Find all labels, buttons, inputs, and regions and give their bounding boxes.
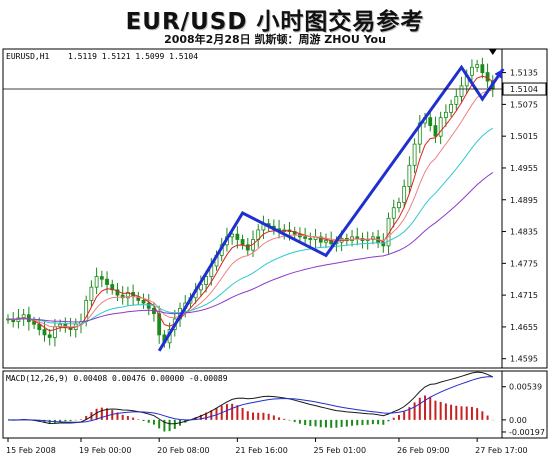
candle-body: [32, 321, 36, 325]
macd-axis: [501, 370, 548, 439]
candle-body: [110, 284, 115, 291]
instrument-label: EURUSD,H1: [6, 52, 50, 61]
candle-body: [412, 143, 417, 166]
candle-body: [470, 66, 474, 76]
macd-layer: 0.00539 0.00 -0.00197: [7, 371, 545, 437]
page-title: EUR/USD 小时图交易参考: [125, 9, 425, 35]
moving-average-line: [7, 90, 493, 328]
price-tick-label: 1.5075: [510, 100, 538, 109]
price-tick-label: 1.4655: [510, 323, 538, 332]
candle-body: [433, 125, 438, 137]
candle-body: [245, 244, 250, 251]
candle-body: [47, 334, 52, 338]
candle-body: [58, 323, 63, 328]
candle-body: [37, 323, 42, 330]
candle-body: [475, 64, 480, 68]
candle-body: [53, 326, 57, 338]
candle-body: [397, 202, 401, 209]
ohlc-readout: 1.5119 1.5121 1.5099 1.5104: [68, 52, 198, 61]
time-axis-ticks: 15 Feb 2008 19 Feb 00:00 20 Feb 08:00 21 Fe…: [6, 438, 528, 455]
price-axis: [501, 48, 548, 369]
candle-body: [125, 292, 130, 299]
current-price-marker: 1.5104: [3, 49, 547, 96]
time-tick-label: 27 Feb 17:00: [475, 446, 527, 455]
candle-body: [318, 236, 323, 243]
candle-body: [449, 103, 453, 113]
candle-body: [443, 111, 448, 119]
shift-marker-icon: [488, 49, 497, 55]
macd-tick-label: 0.00539: [509, 383, 542, 392]
macd-label: MACD(12,26,9) 0.00408 0.00476 0.00000 -0…: [6, 374, 228, 383]
time-tick-label: 25 Feb 01:00: [314, 446, 366, 455]
candle-body: [428, 117, 433, 126]
moving-averages-layer: [7, 75, 494, 332]
price-tick-label: 1.4715: [510, 291, 538, 300]
candle-body: [42, 329, 47, 336]
candle-body: [407, 164, 412, 187]
candle-body: [115, 289, 120, 296]
candle-body: [454, 96, 459, 105]
candle-body: [459, 85, 464, 97]
candle-body: [391, 207, 396, 219]
moving-average-line: [7, 75, 494, 332]
candle-body: [146, 302, 151, 309]
trend-arrow-head: [494, 68, 504, 79]
trend-drawing-layer: [157, 64, 505, 352]
candle-body: [26, 314, 31, 323]
price-tick-label: 1.5135: [510, 69, 538, 78]
current-price-label: 1.5104: [510, 85, 538, 94]
candle-body: [308, 238, 313, 240]
price-tick-label: 1.4955: [510, 164, 538, 173]
moving-average-line: [7, 172, 494, 323]
time-tick-label: 21 Feb 16:00: [235, 446, 287, 455]
price-panel: [2, 48, 503, 369]
candle-body: [480, 64, 485, 73]
price-tick-label: 1.5015: [510, 132, 538, 141]
candle-body: [204, 276, 208, 285]
candle-body: [324, 240, 328, 243]
candle-body: [94, 276, 99, 288]
macd-tick-label: -0.00197: [509, 428, 545, 437]
candle-body: [355, 236, 360, 239]
candle-body: [235, 233, 240, 240]
price-tick-label: 1.4895: [510, 196, 538, 205]
candle-body: [240, 239, 245, 246]
candle-body: [157, 313, 162, 336]
trend-zigzag-line: [157, 64, 505, 352]
price-tick-label: 1.4835: [510, 228, 538, 237]
candle-body: [303, 236, 308, 239]
candle-body: [485, 72, 490, 82]
signal-line: [8, 376, 493, 423]
candle-body: [105, 278, 109, 285]
time-tick-label: 26 Feb 09:00: [397, 446, 449, 455]
price-tick-label: 1.4595: [510, 355, 538, 364]
current-price-box: [502, 82, 547, 96]
candle-body: [63, 323, 68, 328]
candle-body: [438, 117, 443, 137]
price-tick-label: 1.4775: [510, 259, 538, 268]
macd-line: [7, 371, 494, 425]
candle-body: [89, 286, 94, 301]
page-subtitle: 2008年2月28日 凯斯顿：周游 ZHOU You: [164, 33, 386, 46]
candle-body: [402, 186, 407, 203]
candle-body: [99, 276, 104, 280]
candle-body: [141, 300, 146, 304]
price-axis-ticks: 1.5135 1.5075 1.5015 1.4955 1.4895 1.4835 1.47…: [502, 69, 538, 364]
time-tick-label: 19 Feb 00:00: [79, 446, 131, 455]
macd-tick-label: 0.00: [509, 416, 527, 425]
time-tick-label: 15 Feb 2008: [6, 446, 56, 455]
time-tick-label: 20 Feb 08:00: [157, 446, 209, 455]
